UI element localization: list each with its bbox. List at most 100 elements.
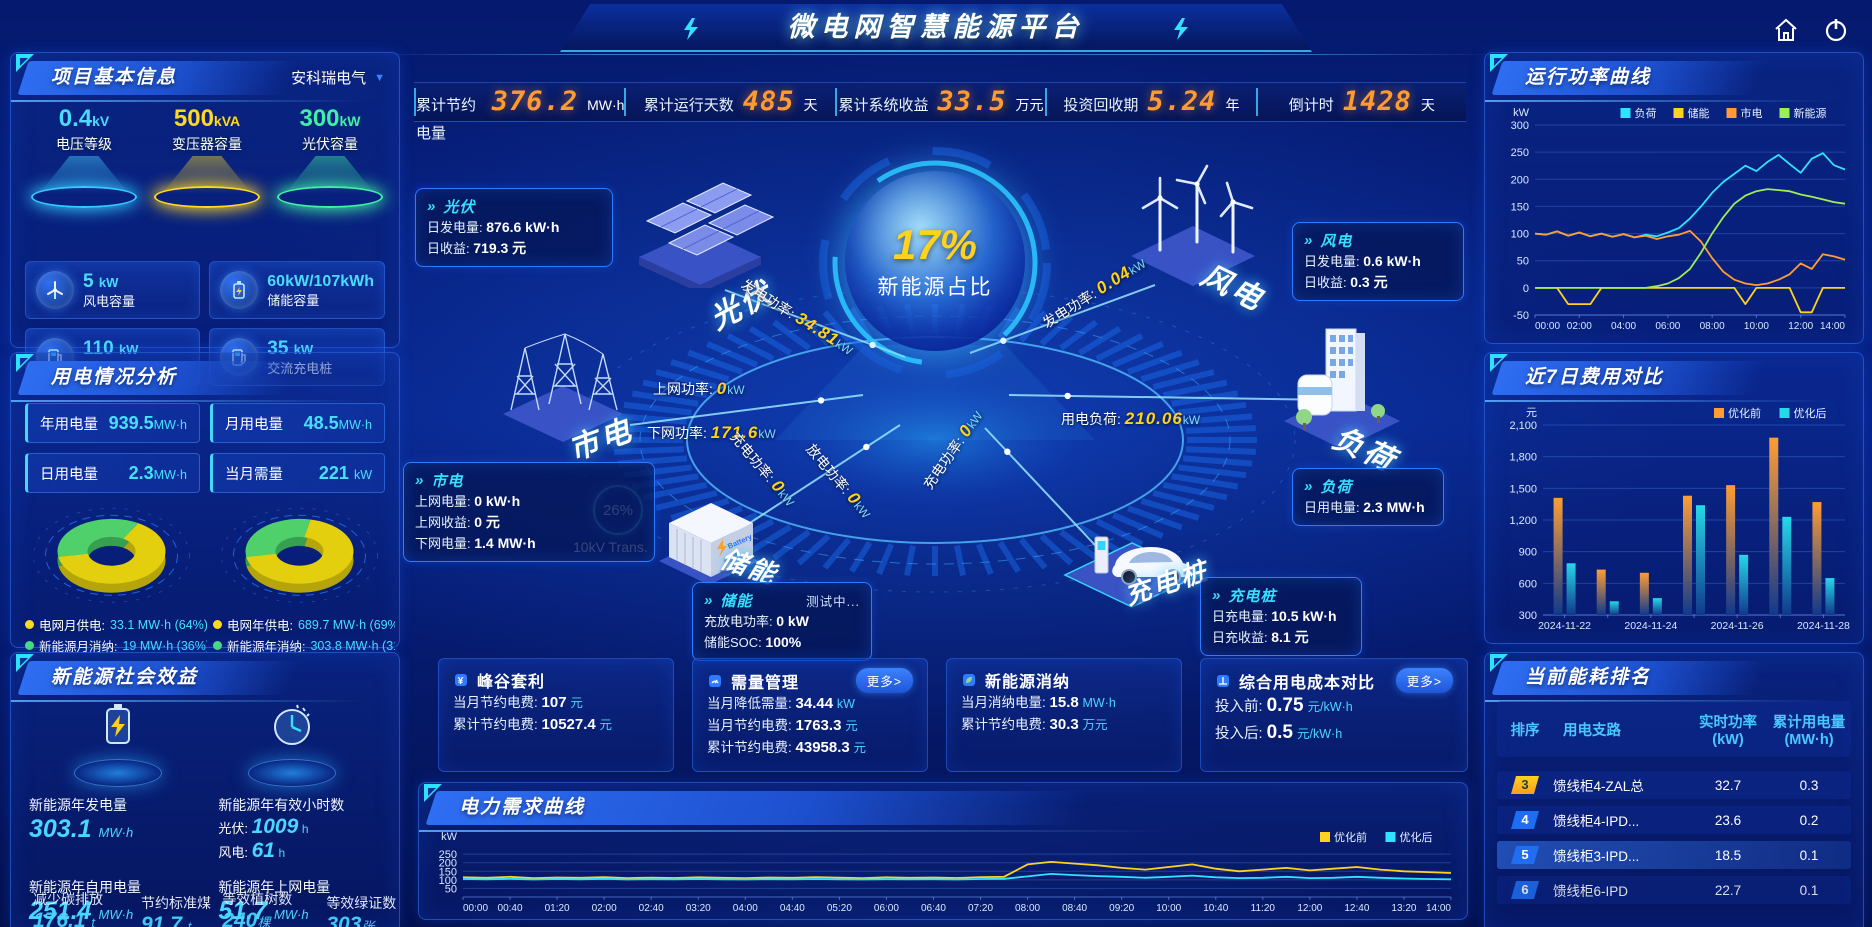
home-button[interactable] [1768, 12, 1804, 48]
svg-text:2024-11-28: 2024-11-28 [1797, 620, 1850, 632]
svg-text:06:00: 06:00 [874, 903, 899, 914]
svg-text:50: 50 [1517, 256, 1529, 268]
svg-text:08:00: 08:00 [1015, 903, 1040, 914]
card-cost-comparison: 综合用电成本对比 更多> 投入前: 0.75 元/kW·h 投入后: 0.5 元/… [1200, 658, 1468, 772]
pedestal-generation [70, 701, 166, 787]
panel-header: 用电情况分析 [10, 354, 363, 402]
pedestal-hours [244, 701, 340, 787]
cone-pv-capacity: 300kW 光伏容量 [271, 105, 389, 208]
battery-energy-icon [106, 704, 130, 744]
svg-text:200: 200 [439, 858, 457, 870]
battery-icon [220, 271, 259, 309]
chevron-icon: » [415, 472, 425, 489]
legend-renewable-month: 新能源月消纳: 19 MW·h (36%) [25, 636, 207, 655]
panel-header: 当前能耗排名 [1484, 654, 1830, 702]
svg-text:14:00: 14:00 [1426, 903, 1451, 914]
panel-corner-icon [16, 54, 34, 72]
svg-text:2024-11-22: 2024-11-22 [1538, 620, 1591, 632]
card-storage-capacity: 60kW/107kWh 储能容量 [209, 261, 385, 319]
benefit-hours: 新能源年有效小时数 光伏: 1009 h 风电: 61 h [218, 797, 345, 862]
svg-text:04:40: 04:40 [780, 903, 805, 914]
donut-month-supply [24, 503, 199, 608]
flow-to-grid: 上网功率: 0kW [653, 379, 745, 398]
svg-text:02:00: 02:00 [1567, 321, 1592, 332]
run-power-chart: 300 250 200 150 100 50 0 -50 kW 00:00 02:00 04:00 06… [1493, 99, 1855, 335]
header-divider [370, 54, 1500, 55]
grid-node-icon [503, 333, 623, 442]
charger-node-icon [1063, 536, 1201, 608]
rank-badge: 5 [1511, 846, 1539, 864]
chevron-icon: » [1212, 587, 1222, 604]
panel-title: 电力需求曲线 [459, 797, 586, 818]
svg-text:100: 100 [1511, 229, 1529, 241]
leaf-icon [963, 674, 975, 686]
flow-from-grid: 下网功率: 171.6kW [647, 423, 776, 442]
svg-text:150: 150 [439, 866, 457, 878]
svg-text:10:00: 10:00 [1744, 321, 1769, 332]
panel-title: 当前能耗排名 [1525, 667, 1652, 688]
company-select[interactable]: 安科瑞电气 ▼ [291, 67, 385, 88]
ranking-row[interactable]: 3 馈线柜4-ZAL总 32.7 0.3 [1497, 771, 1851, 799]
wind-node-icon [1131, 164, 1255, 286]
metric-month-usage: 月用电量 48.5MW·h [210, 403, 385, 443]
renewable-share-label: 新能源占比 [877, 276, 993, 299]
svg-text:2024-11-24: 2024-11-24 [1624, 620, 1677, 632]
diagram-decoration [574, 147, 1336, 593]
panel-social-benefit: 新能源社会效益 新能源年发电量 303.1 MW·h 新能源年有效小时数 光伏:… [10, 652, 400, 927]
panel-title: 新能源社会效益 [51, 667, 199, 688]
svg-text:10:40: 10:40 [1203, 903, 1228, 914]
svg-text:1,500: 1,500 [1509, 483, 1537, 495]
svg-text:07:20: 07:20 [968, 903, 993, 914]
svg-text:02:00: 02:00 [592, 903, 617, 914]
rank-badge: 3 [1511, 776, 1539, 794]
more-button[interactable]: 更多> [1395, 668, 1453, 693]
benefit-co2: 减少碳排放 176.1 t [33, 891, 103, 927]
rank-badge: 6 [1511, 881, 1539, 899]
energy-flow-diagram: 光伏 风电 市电 [395, 95, 1480, 611]
home-icon [1775, 18, 1797, 41]
kpi-countdown: 倒计时 1428 天 [1255, 88, 1466, 116]
ranking-row[interactable]: 6 馈线柜6-IPD 22.7 0.1 [1497, 876, 1851, 904]
benefit-coal: 节约标准煤 91.7 t [141, 895, 211, 927]
svg-text:250: 250 [1511, 147, 1529, 159]
svg-text:08:40: 08:40 [1062, 903, 1087, 914]
svg-text:-50: -50 [1513, 310, 1529, 322]
svg-text:2,100: 2,100 [1509, 420, 1537, 432]
chevron-icon: » [1304, 478, 1314, 495]
lightning-icon [1174, 18, 1188, 40]
chevron-icon: » [427, 198, 437, 215]
legend-renewable-year: 新能源年消纳:303.8 MW·h (31%) [213, 636, 395, 655]
svg-text:04:00: 04:00 [733, 903, 758, 914]
chevron-icon: » [1304, 232, 1314, 249]
legend-grid-year: 电网年供电: 689.7 MW·h (69%) [213, 615, 395, 634]
legend-grid-month: 电网月供电: 33.1 MW·h (64%) [25, 615, 207, 634]
svg-text:05:20: 05:20 [827, 903, 852, 914]
pv-info-box: » 光伏 日发电量: 876.6 kW·h 日收益: 719.3 元 [415, 188, 613, 267]
power-button[interactable] [1818, 12, 1854, 48]
svg-text:50: 50 [445, 883, 457, 895]
svg-text:优化后: 优化后 [1400, 830, 1433, 844]
svg-text:250: 250 [439, 849, 457, 861]
load-info-box: » 负荷 日用电量: 2.3 MW·h [1292, 468, 1444, 526]
scale-icon [1217, 674, 1229, 687]
svg-text:新能源: 新能源 [1794, 106, 1827, 120]
svg-text:1,200: 1,200 [1509, 515, 1537, 527]
svg-text:12:00: 12:00 [1788, 321, 1813, 332]
pv-node-icon [639, 182, 775, 288]
panel-header: 新能源社会效益 [10, 654, 363, 702]
svg-text:01:20: 01:20 [545, 903, 570, 914]
svg-text:¥: ¥ [458, 676, 465, 687]
card-peak-valley-arbitrage: ¥ 峰谷套利 当月节约电费: 107 元 累计节约电费: 10527.4 元 [438, 658, 674, 772]
charger-info-box: » 充电桩 日充电量: 10.5 kW·h 日充收益: 8.1 元 [1200, 577, 1362, 656]
panel-header: 电力需求曲线 [419, 784, 1171, 832]
ranking-row[interactable]: 5 馈线柜3-IPD... 18.5 0.1 [1497, 841, 1851, 869]
grid-info-box: » 市电 上网电量: 0 kW·h 上网收益: 0 元 下网电量: 1.4 MW·… [403, 462, 655, 562]
panel-corner-icon [16, 354, 34, 372]
storage-node-icon: Battery [659, 503, 759, 585]
renewable-share-value: 17% [892, 221, 978, 268]
more-button[interactable]: 更多> [855, 668, 913, 693]
ranking-table-header: 排序 用电支路 实时功率 (kW) 累计用电量 (MW·h) [1497, 701, 1851, 757]
svg-text:元: 元 [1526, 407, 1537, 419]
ranking-row[interactable]: 4 馈线柜4-IPD... 23.6 0.2 [1497, 806, 1851, 834]
svg-text:06:00: 06:00 [1655, 321, 1680, 332]
